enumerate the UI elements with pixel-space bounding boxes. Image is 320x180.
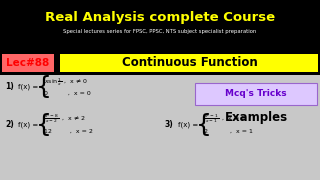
Text: Lec#88: Lec#88 [6,58,50,68]
Text: 2): 2) [5,120,14,129]
Text: Continuous Function: Continuous Function [122,57,258,69]
Text: $\frac{x^2-1}{x-1}$  ,  x ≠ 1: $\frac{x^2-1}{x-1}$ , x ≠ 1 [204,112,246,126]
FancyBboxPatch shape [60,54,318,72]
FancyBboxPatch shape [2,54,54,72]
FancyBboxPatch shape [0,0,320,75]
Text: Real Analysis complete Course: Real Analysis complete Course [45,12,275,24]
Text: {: { [36,113,52,137]
Text: Special lectures series for FPSC, PPSC, NTS subject specialist preparation: Special lectures series for FPSC, PPSC, … [63,28,257,33]
Text: $\frac{x^3-8}{x-2}$  ,  x ≠ 2: $\frac{x^3-8}{x-2}$ , x ≠ 2 [44,112,86,126]
Text: f(x) =: f(x) = [18,122,38,128]
Text: 1): 1) [5,82,14,91]
Text: f(x) =: f(x) = [18,84,38,90]
FancyBboxPatch shape [195,83,317,105]
Text: f(x) =: f(x) = [178,122,198,128]
Text: 0          ,  x = 0: 0 , x = 0 [44,91,91,96]
Text: {: { [36,75,52,99]
Text: {: { [196,113,212,137]
Text: 2           ,  x = 1: 2 , x = 1 [204,129,253,134]
FancyBboxPatch shape [0,75,320,180]
Text: $x\sin\frac{1}{x}$ ,  x ≠ 0: $x\sin\frac{1}{x}$ , x ≠ 0 [44,76,88,88]
Text: Examples: Examples [224,111,288,125]
Text: Mcq's Tricks: Mcq's Tricks [225,89,287,98]
Text: 12         ,  x = 2: 12 , x = 2 [44,129,93,134]
Text: 3): 3) [165,120,174,129]
